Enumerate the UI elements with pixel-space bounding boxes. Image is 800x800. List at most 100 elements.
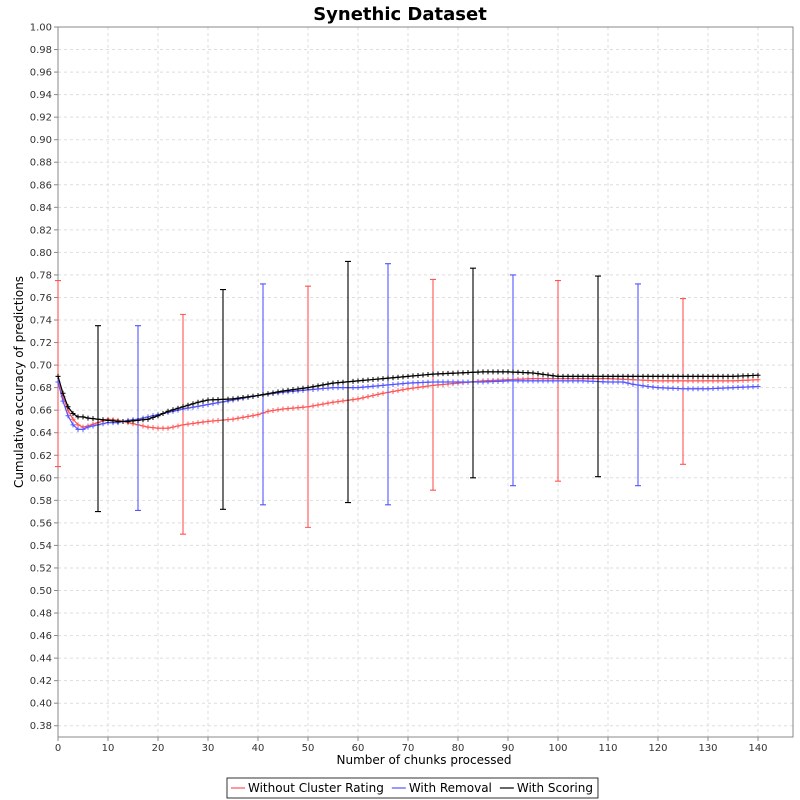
data-point <box>250 413 256 419</box>
data-point <box>755 377 761 383</box>
data-point <box>405 373 411 379</box>
data-point <box>235 395 241 401</box>
data-point <box>245 394 251 400</box>
data-point <box>85 415 91 421</box>
data-point <box>375 391 381 397</box>
y-tick-label: 0.80 <box>30 248 52 259</box>
data-point <box>520 370 526 376</box>
y-tick-label: 0.92 <box>30 113 52 124</box>
data-point <box>225 417 231 423</box>
data-point <box>560 373 566 379</box>
data-point <box>80 414 86 420</box>
y-tick-label: 0.60 <box>30 473 52 484</box>
data-point <box>675 378 681 384</box>
x-axis: 0 10 20 30 40 50 60 70 80 90 100 110 120 130 140 <box>55 737 768 754</box>
data-point <box>480 369 486 375</box>
y-tick-label: 1.00 <box>30 23 52 34</box>
data-point <box>700 373 706 379</box>
data-point <box>380 390 386 396</box>
data-point <box>750 384 756 390</box>
data-point <box>300 404 306 410</box>
data-point <box>510 369 516 375</box>
x-tick-label: 80 <box>452 743 465 754</box>
data-point <box>530 378 536 384</box>
data-point <box>605 373 611 379</box>
data-point <box>120 418 126 424</box>
data-point <box>370 393 376 399</box>
data-point <box>440 379 446 385</box>
data-point <box>730 378 736 384</box>
data-point <box>465 370 471 376</box>
data-point <box>565 378 571 384</box>
data-point <box>645 384 651 390</box>
data-point <box>420 372 426 378</box>
data-point <box>615 373 621 379</box>
data-point <box>685 378 691 384</box>
data-point <box>60 398 66 404</box>
data-point <box>730 385 736 391</box>
data-point <box>210 397 216 403</box>
data-point <box>475 379 481 385</box>
data-point <box>485 369 491 375</box>
data-point <box>720 378 726 384</box>
data-point <box>130 418 136 424</box>
data-point <box>455 370 461 376</box>
data-point <box>695 373 701 379</box>
data-point <box>735 378 741 384</box>
data-point <box>205 397 211 403</box>
data-point <box>630 381 636 387</box>
data-point <box>535 371 541 377</box>
data-point <box>700 386 706 392</box>
data-point <box>485 379 491 385</box>
data-point <box>180 404 186 410</box>
data-point <box>655 385 661 391</box>
data-point <box>270 408 276 414</box>
data-point <box>715 378 721 384</box>
data-point <box>325 400 331 406</box>
data-point <box>740 377 746 383</box>
data-point <box>665 378 671 384</box>
data-point <box>645 373 651 379</box>
error-bar <box>345 260 351 504</box>
data-point <box>355 378 361 384</box>
data-point <box>580 378 586 384</box>
data-point <box>145 416 151 422</box>
data-point <box>655 373 661 379</box>
data-point <box>265 408 271 414</box>
data-point <box>60 390 66 396</box>
error-bar <box>635 283 641 487</box>
data-point <box>365 394 371 400</box>
legend-label: With Removal <box>409 781 492 795</box>
x-tick-label: 130 <box>698 743 717 754</box>
data-point <box>320 382 326 388</box>
data-point <box>650 373 656 379</box>
error-bar <box>430 278 436 491</box>
data-point <box>490 369 496 375</box>
data-point <box>710 373 716 379</box>
data-point <box>640 373 646 379</box>
data-point <box>275 407 281 413</box>
data-point <box>370 383 376 389</box>
data-point <box>165 408 171 414</box>
data-point <box>665 373 671 379</box>
data-point <box>280 406 286 412</box>
data-point <box>75 426 81 432</box>
y-tick-label: 0.44 <box>30 654 52 665</box>
data-point <box>335 380 341 386</box>
data-point <box>410 385 416 391</box>
data-point <box>210 418 216 424</box>
data-point <box>265 391 271 397</box>
data-point <box>85 424 91 430</box>
error-bar <box>220 289 226 510</box>
data-point <box>575 373 581 379</box>
data-point <box>350 385 356 391</box>
data-point <box>665 385 671 391</box>
legend-label: With Scoring <box>517 781 593 795</box>
data-point <box>395 381 401 387</box>
data-point <box>310 384 316 390</box>
data-point <box>590 378 596 384</box>
data-point <box>285 406 291 412</box>
data-point <box>75 422 81 428</box>
data-point <box>285 387 291 393</box>
